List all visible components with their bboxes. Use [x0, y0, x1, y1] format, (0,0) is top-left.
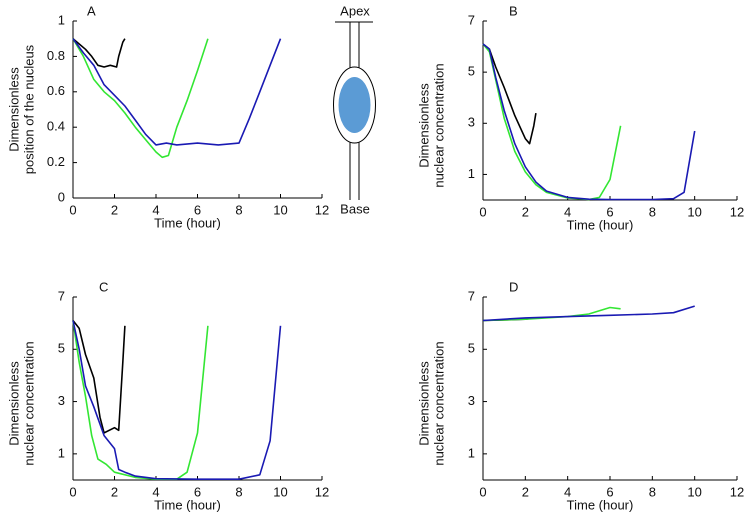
x-tick-label: 2: [111, 484, 118, 499]
cell-diagram: Apex Base: [333, 3, 376, 216]
y-tick-label: 1: [58, 12, 65, 27]
x-tick-label: 2: [522, 484, 529, 499]
x-tick-label: 0: [69, 484, 76, 499]
x-tick-label: 6: [606, 484, 613, 499]
x-axis-label: Time (hour): [154, 215, 221, 230]
x-tick-label: 4: [152, 202, 159, 217]
x-tick-label: 4: [152, 484, 159, 499]
series-line: [72, 320, 126, 434]
y-tick-label: 1: [468, 445, 475, 460]
panel: 0 2 4 6 8 10 12 0 0.2 0.4 0.6 0.8 1 A Time (hour) Dimen…: [6, 3, 329, 230]
y-tick-label: 1: [468, 166, 475, 181]
y-tick-label: 3: [468, 393, 475, 408]
x-tick-label: 12: [730, 204, 744, 219]
y-tick-label: 7: [468, 12, 475, 27]
x-tick-label: 6: [606, 204, 613, 219]
y-tick-label: 0.2: [47, 154, 65, 169]
x-tick-label: 10: [687, 204, 701, 219]
series-line: [72, 320, 209, 480]
x-axis-label: Time (hour): [567, 497, 634, 512]
x-tick-label: 12: [315, 202, 329, 217]
y-axis-label: nuclear concentration: [21, 341, 36, 465]
y-tick-label: 1: [58, 445, 65, 460]
x-tick-label: 4: [564, 204, 571, 219]
x-tick-label: 2: [111, 202, 118, 217]
series-line: [72, 38, 282, 146]
panel: 0 2 4 6 8 10 12 1 3 5 7 D Time (hour) Dimensionless nu…: [416, 279, 744, 512]
y-axis-label: nuclear concentration: [431, 341, 446, 465]
x-tick-label: 8: [235, 484, 242, 499]
panel-label: D: [509, 279, 518, 294]
y-tick-label: 3: [468, 115, 475, 130]
x-axis-label: Time (hour): [154, 497, 221, 512]
y-tick-label: 0.8: [47, 48, 65, 63]
x-tick-label: 10: [687, 484, 701, 499]
apex-label: Apex: [340, 3, 370, 18]
series-line: [482, 305, 695, 322]
x-tick-label: 8: [235, 202, 242, 217]
series-line: [482, 306, 621, 322]
x-tick-label: 8: [649, 484, 656, 499]
y-tick-label: 0: [58, 189, 65, 204]
series-line: [72, 38, 209, 159]
x-tick-label: 4: [564, 484, 571, 499]
y-axis-label: Dimensionless: [416, 361, 431, 446]
series-line: [482, 43, 696, 201]
y-tick-label: 7: [468, 288, 475, 303]
x-tick-label: 8: [649, 204, 656, 219]
y-axis-label: Dimensionless: [6, 67, 21, 152]
base-label: Base: [340, 201, 370, 216]
panel: 0 2 4 6 8 10 12 1 3 5 7 C Time (hour) Dimensionless nu…: [6, 279, 329, 512]
x-tick-label: 12: [730, 484, 744, 499]
series-line: [482, 43, 622, 201]
y-tick-label: 0.4: [47, 119, 65, 134]
x-tick-label: 12: [315, 484, 329, 499]
y-tick-label: 5: [468, 341, 475, 356]
y-tick-label: 0.6: [47, 83, 65, 98]
series-line: [72, 38, 126, 68]
y-axis-label: nuclear concentration: [431, 63, 446, 187]
y-tick-label: 3: [58, 393, 65, 408]
x-tick-label: 10: [273, 202, 287, 217]
x-tick-label: 2: [522, 204, 529, 219]
panel-label: B: [509, 3, 518, 18]
y-tick-label: 5: [468, 64, 475, 79]
y-axis-label: Dimensionless: [416, 83, 431, 168]
x-axis-label: Time (hour): [567, 217, 634, 232]
y-tick-label: 7: [58, 288, 65, 303]
y-tick-label: 5: [58, 341, 65, 356]
x-tick-label: 0: [479, 484, 486, 499]
y-axis-label: position of the nucleus: [21, 44, 36, 174]
x-tick-label: 0: [69, 202, 76, 217]
y-axis-label: Dimensionless: [6, 361, 21, 446]
nucleus: [338, 77, 371, 133]
x-tick-label: 6: [194, 484, 201, 499]
series-line: [72, 320, 282, 480]
panel-label: C: [99, 279, 108, 294]
x-tick-label: 10: [273, 484, 287, 499]
panel: 0 2 4 6 8 10 12 1 3 5 7 B Time (hour) Dimensionless nu…: [416, 3, 744, 232]
x-tick-label: 0: [479, 204, 486, 219]
x-tick-label: 6: [194, 202, 201, 217]
panel-label: A: [87, 3, 96, 18]
